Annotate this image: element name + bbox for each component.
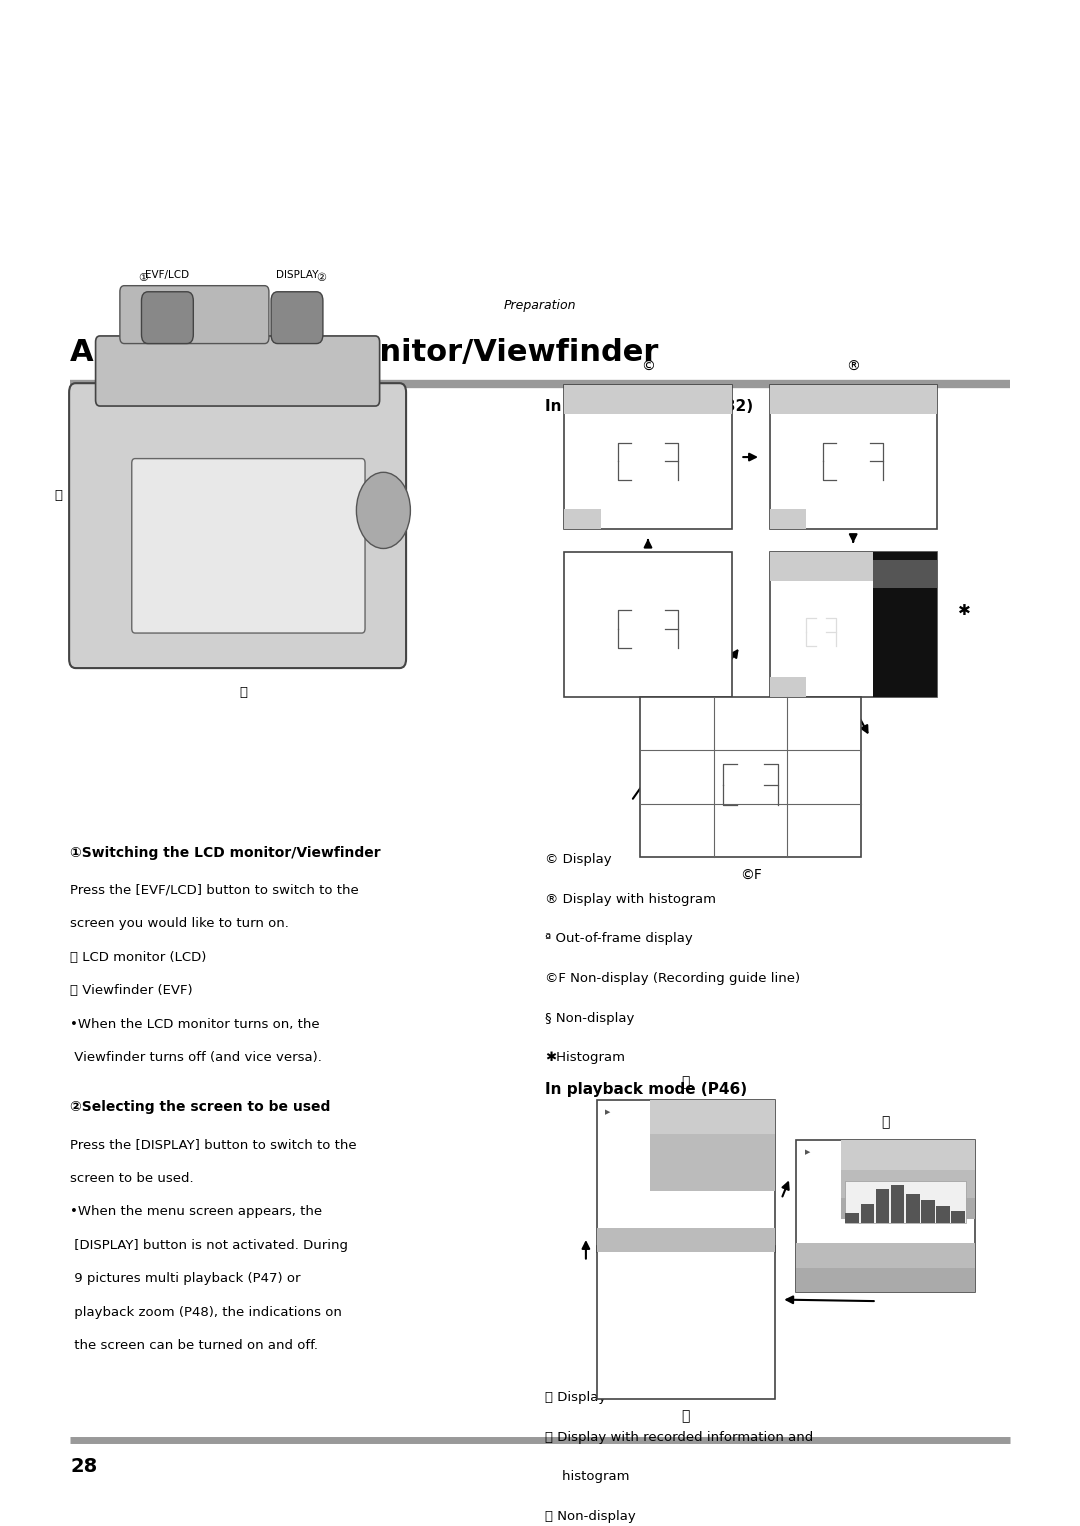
Text: ②: ② xyxy=(315,273,326,282)
Text: ©F: ©F xyxy=(740,868,761,882)
Text: ©F Non-display (Recording guide line): ©F Non-display (Recording guide line) xyxy=(545,972,800,986)
Text: ✱Histogram: ✱Histogram xyxy=(545,1051,625,1064)
Text: In recording mode (P32): In recording mode (P32) xyxy=(545,400,754,414)
Text: © Display: © Display xyxy=(545,853,612,867)
Text: §: § xyxy=(645,708,651,722)
Bar xyxy=(921,1199,934,1224)
Bar xyxy=(564,552,732,697)
Text: Ⓐ LCD monitor (LCD): Ⓐ LCD monitor (LCD) xyxy=(70,951,206,964)
Bar xyxy=(861,1204,874,1224)
Bar xyxy=(845,1181,966,1224)
Text: Ⓗ: Ⓗ xyxy=(681,1076,690,1090)
Text: •When the LCD monitor turns on, the: •When the LCD monitor turns on, the xyxy=(70,1018,320,1030)
Text: About the LCD Monitor/Viewfinder: About the LCD Monitor/Viewfinder xyxy=(70,339,659,368)
Text: ⓘ Display with recorded information and: ⓘ Display with recorded information and xyxy=(545,1431,813,1444)
Bar xyxy=(650,1167,775,1192)
Text: ▶: ▶ xyxy=(806,1149,810,1155)
Text: § Non-display: § Non-display xyxy=(545,1012,635,1024)
Text: Ⓐ: Ⓐ xyxy=(239,687,247,699)
Bar xyxy=(597,1228,775,1253)
Bar xyxy=(796,1268,974,1293)
Text: playback zoom (P48), the indications on: playback zoom (P48), the indications on xyxy=(70,1306,342,1318)
Bar xyxy=(841,1140,975,1170)
Bar xyxy=(906,1193,919,1224)
Text: Ⓑ Viewfinder (EVF): Ⓑ Viewfinder (EVF) xyxy=(70,984,193,996)
Text: Viewfinder turns off (and vice versa).: Viewfinder turns off (and vice versa). xyxy=(70,1051,322,1064)
Text: histogram: histogram xyxy=(545,1470,630,1483)
Bar xyxy=(841,1198,975,1219)
Text: EVF/LCD: EVF/LCD xyxy=(146,270,189,279)
Bar xyxy=(769,552,874,581)
Bar xyxy=(874,560,937,589)
Text: •When the menu screen appears, the: •When the menu screen appears, the xyxy=(70,1206,322,1218)
Text: Ⓑ: Ⓑ xyxy=(55,488,63,502)
Bar xyxy=(650,1100,775,1134)
Bar xyxy=(891,1186,904,1224)
Bar xyxy=(564,510,602,530)
Text: Press the [DISPLAY] button to switch to the: Press the [DISPLAY] button to switch to … xyxy=(70,1138,356,1151)
Bar xyxy=(769,385,937,414)
Bar xyxy=(597,1247,775,1399)
Text: Preparation: Preparation xyxy=(503,299,577,313)
Bar xyxy=(639,697,861,858)
Text: ⓙ: ⓙ xyxy=(681,1410,690,1424)
Text: 9 pictures multi playback (P47) or: 9 pictures multi playback (P47) or xyxy=(70,1273,300,1285)
FancyBboxPatch shape xyxy=(120,285,269,343)
FancyBboxPatch shape xyxy=(132,459,365,633)
Bar xyxy=(769,385,937,530)
Text: ①: ① xyxy=(138,273,149,282)
Text: screen to be used.: screen to be used. xyxy=(70,1172,193,1184)
Bar xyxy=(564,385,732,530)
Bar xyxy=(874,552,937,697)
Text: the screen can be turned on and off.: the screen can be turned on and off. xyxy=(70,1340,319,1352)
Bar xyxy=(597,1100,775,1253)
Text: Press the [EVF/LCD] button to switch to the: Press the [EVF/LCD] button to switch to … xyxy=(70,884,359,897)
Bar xyxy=(841,1170,975,1198)
Bar xyxy=(769,676,806,697)
Bar xyxy=(650,1134,775,1167)
Text: ª Out-of-frame display: ª Out-of-frame display xyxy=(545,932,693,946)
Text: DISPLAY: DISPLAY xyxy=(275,270,319,279)
Text: ® Display with histogram: ® Display with histogram xyxy=(545,893,716,906)
Text: screen you would like to turn on.: screen you would like to turn on. xyxy=(70,917,289,931)
Text: ®: ® xyxy=(847,360,860,374)
Text: ©: © xyxy=(642,360,654,374)
Circle shape xyxy=(356,473,410,548)
Text: ⓘ: ⓘ xyxy=(881,1116,890,1129)
Text: ①Switching the LCD monitor/Viewfinder: ①Switching the LCD monitor/Viewfinder xyxy=(70,845,381,859)
Bar xyxy=(846,1213,859,1224)
Bar xyxy=(769,510,807,530)
FancyBboxPatch shape xyxy=(141,291,193,343)
FancyBboxPatch shape xyxy=(271,291,323,343)
Bar xyxy=(796,1140,974,1293)
Bar xyxy=(796,1244,974,1268)
Bar xyxy=(936,1207,950,1224)
Text: In playback mode (P46): In playback mode (P46) xyxy=(545,1082,747,1097)
Text: Ⓗ Display: Ⓗ Display xyxy=(545,1392,607,1404)
FancyBboxPatch shape xyxy=(95,336,380,406)
Text: ª: ª xyxy=(850,708,856,722)
FancyBboxPatch shape xyxy=(69,383,406,668)
Bar xyxy=(564,385,732,414)
Text: 28: 28 xyxy=(70,1456,97,1476)
Text: ②Selecting the screen to be used: ②Selecting the screen to be used xyxy=(70,1100,330,1114)
Bar xyxy=(951,1210,966,1224)
Text: [DISPLAY] button is not activated. During: [DISPLAY] button is not activated. Durin… xyxy=(70,1239,348,1251)
Text: ✱: ✱ xyxy=(958,603,970,618)
Text: ▶: ▶ xyxy=(605,1109,610,1116)
Bar xyxy=(769,552,937,697)
Text: ⓙ Non-display: ⓙ Non-display xyxy=(545,1509,636,1523)
Bar xyxy=(876,1189,889,1224)
